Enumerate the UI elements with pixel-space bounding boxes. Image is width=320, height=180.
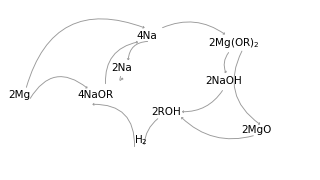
Text: 2MgO: 2MgO [241, 125, 271, 135]
Text: 4NaOR: 4NaOR [78, 90, 114, 100]
Text: 2Mg: 2Mg [8, 90, 30, 100]
Text: H$_2$: H$_2$ [134, 134, 148, 147]
Text: 2NaOH: 2NaOH [206, 76, 242, 86]
Text: 2Mg(OR)$_2$: 2Mg(OR)$_2$ [208, 36, 260, 50]
Text: 4Na: 4Na [137, 31, 157, 41]
Text: 2ROH: 2ROH [152, 107, 181, 117]
Text: 2Na: 2Na [111, 63, 132, 73]
